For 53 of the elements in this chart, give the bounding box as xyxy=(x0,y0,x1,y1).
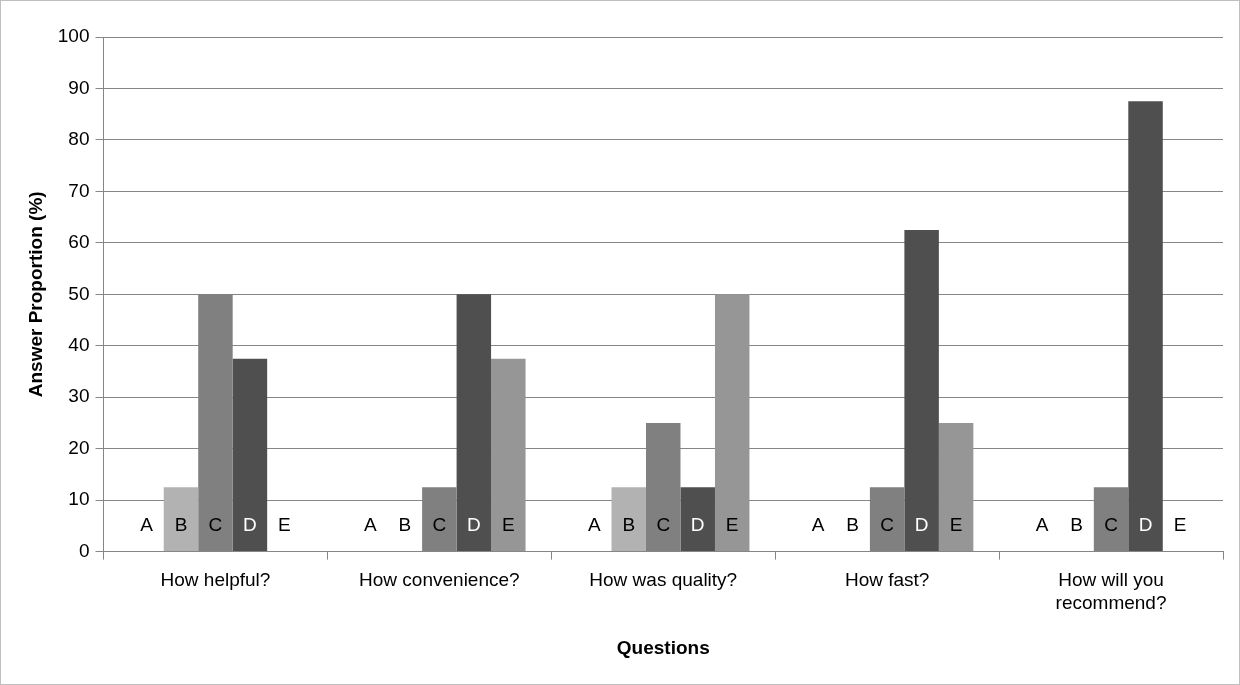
text: B xyxy=(1070,513,1083,535)
bar xyxy=(232,358,268,552)
y-tick-label: 50 xyxy=(68,282,90,304)
x-tick-label: How was quality? xyxy=(589,569,738,591)
y-tick-label: 90 xyxy=(68,76,90,98)
text: E xyxy=(725,513,739,535)
x-axis-title: Questions xyxy=(616,636,710,658)
text: A xyxy=(587,513,601,535)
y-tick-label: 40 xyxy=(68,333,90,355)
text: A xyxy=(140,513,154,535)
x-tick-label: How convenience? xyxy=(359,569,520,591)
y-tick-label: 60 xyxy=(68,231,90,253)
x-tick-label: How fast? xyxy=(844,569,930,591)
y-tick-label: 20 xyxy=(68,436,90,458)
y-tick-label: 100 xyxy=(57,25,90,47)
bar xyxy=(714,294,750,552)
text: D xyxy=(466,513,481,535)
bar xyxy=(904,229,939,552)
series-label: E xyxy=(501,513,515,535)
text: E xyxy=(278,513,291,535)
text: D xyxy=(690,513,705,535)
y-tick-label: 80 xyxy=(68,128,90,150)
series-label: D xyxy=(1138,513,1153,535)
text: A xyxy=(1035,513,1049,535)
y-tick-label: 30 xyxy=(68,385,90,407)
text: C xyxy=(880,513,895,535)
text: A xyxy=(364,513,377,535)
y-tick-label: 70 xyxy=(68,179,90,201)
text: C xyxy=(208,513,223,535)
y-tick-label: 10 xyxy=(68,488,90,510)
bar xyxy=(680,487,715,552)
text: C xyxy=(432,513,447,535)
y-axis-title: Answer Proportion (%) xyxy=(24,191,46,398)
text: A xyxy=(811,513,825,535)
bar xyxy=(163,487,199,552)
text: E xyxy=(1173,513,1187,535)
text: B xyxy=(174,513,188,535)
x-tick-label: How helpful? xyxy=(160,569,271,591)
series-label: B xyxy=(622,513,636,535)
text: C xyxy=(656,513,671,535)
text: B xyxy=(398,513,412,535)
bar xyxy=(611,487,647,552)
bar xyxy=(1128,101,1163,552)
text: D xyxy=(914,513,929,535)
x-tick-label: How will you recommend? xyxy=(1055,569,1167,614)
bar xyxy=(456,294,492,552)
y-tick-label: 0 xyxy=(78,539,90,561)
bar xyxy=(938,422,974,552)
text: B xyxy=(846,513,860,535)
series-label: C xyxy=(1104,513,1118,535)
text: D xyxy=(243,513,257,535)
bar xyxy=(491,358,526,552)
text: E xyxy=(949,513,963,535)
